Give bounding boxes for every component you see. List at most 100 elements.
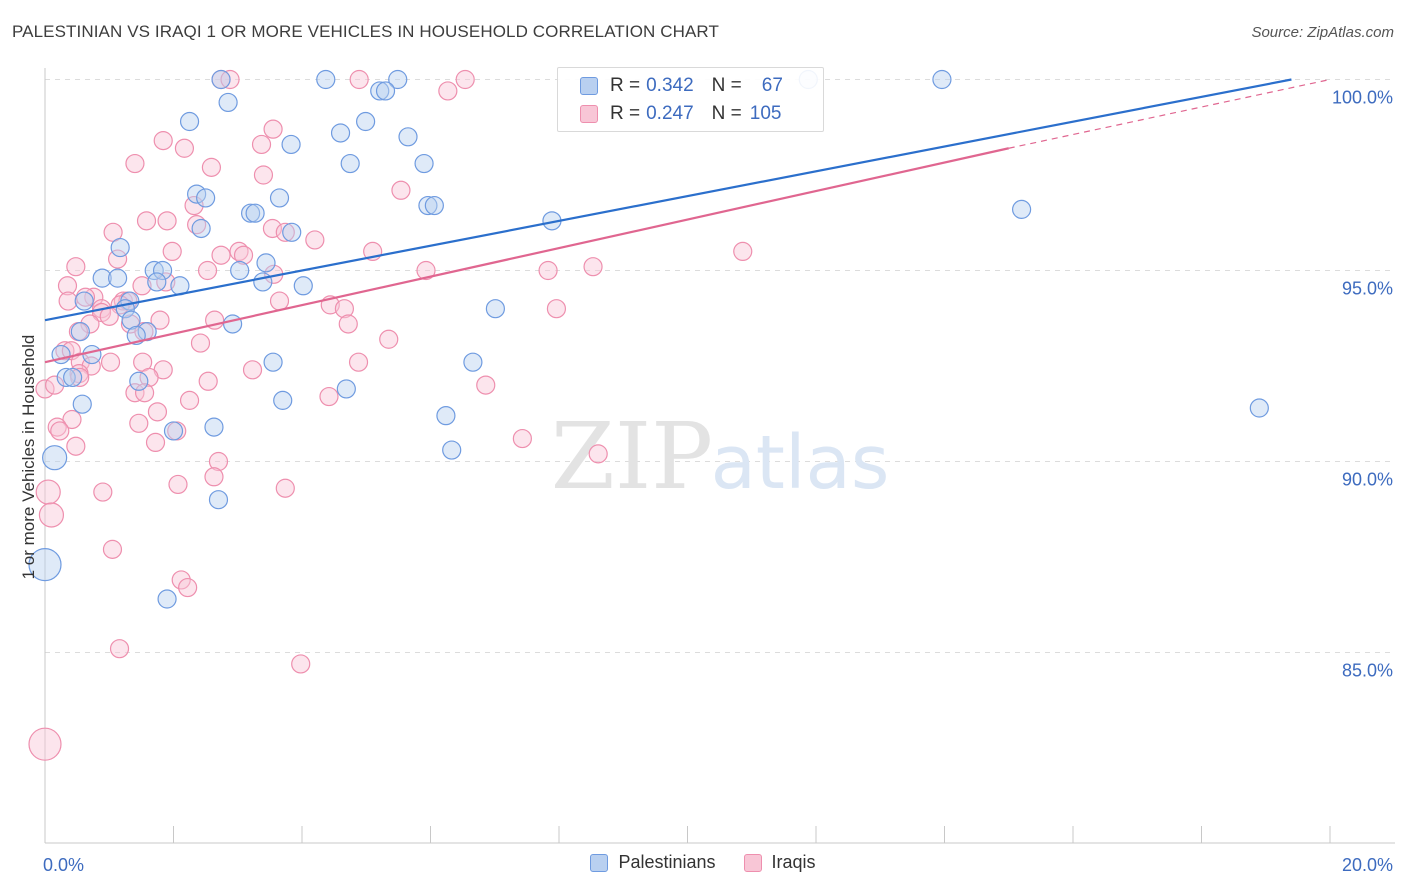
palestinians-point	[418, 195, 438, 216]
palestinians-point	[932, 69, 952, 90]
palestinians-point	[388, 69, 408, 90]
iraqis-point	[379, 329, 399, 349]
palestinians-point	[241, 203, 261, 223]
legend-item-palestinians[interactable]: Palestinians	[590, 852, 716, 873]
iraqis-point	[275, 222, 295, 242]
palestinians-point	[436, 406, 456, 426]
palestinians-point	[263, 352, 283, 372]
iraqis-point	[168, 474, 188, 495]
palestinians-point	[218, 92, 238, 113]
palestinians-point	[256, 253, 276, 273]
y-tick-label: 85.0%	[1342, 661, 1393, 681]
iraqis-point	[211, 245, 231, 265]
iraqis-point	[38, 502, 65, 528]
legend-row-iraqis: R = 0.247 N = 105	[580, 100, 787, 128]
iraqis-point	[178, 577, 198, 598]
palestinians-point	[253, 272, 273, 292]
iraqis-point	[153, 131, 173, 151]
iraqis-point	[145, 432, 166, 452]
palestinians-point	[211, 69, 231, 90]
legend-n-label: N =	[711, 103, 742, 124]
legend-row-palestinians: R = 0.342 N = 67	[580, 72, 789, 100]
y-tick-label: 95.0%	[1342, 279, 1393, 299]
chart-title: PALESTINIAN VS IRAQI 1 OR MORE VEHICLES …	[12, 22, 719, 41]
iraqis-point	[208, 451, 229, 472]
iraqis-point	[109, 639, 130, 659]
palestinians-point	[340, 153, 360, 174]
iraqis-point	[583, 257, 603, 277]
watermark-zip: ZIP	[551, 403, 713, 510]
iraqis-point	[35, 479, 61, 505]
palestinians-point	[245, 203, 265, 223]
iraqis-point	[251, 134, 272, 155]
iraqis-point	[349, 69, 369, 90]
legend-n-label: N =	[711, 75, 742, 96]
palestinians-point	[223, 314, 243, 334]
iraqis-point	[476, 375, 496, 395]
iraqis-point	[174, 138, 195, 158]
iraqis-point	[253, 165, 274, 185]
iraqis-point	[338, 314, 358, 334]
legend-item-iraqis[interactable]: Iraqis	[743, 852, 816, 873]
iraqis-point	[45, 375, 65, 395]
palestinians-point	[370, 81, 390, 101]
palestinians-point	[179, 111, 200, 132]
watermark-atlas: atlas	[711, 420, 890, 506]
x-tick-label: 20.0%	[1342, 855, 1393, 875]
iraqis-point	[733, 241, 753, 261]
palestinians-point	[56, 367, 76, 388]
iraqis-point	[55, 341, 75, 361]
palestinians-point	[230, 260, 250, 281]
legend-swatch-blue	[590, 853, 609, 872]
palestinians-point	[463, 352, 483, 372]
iraqis-point	[157, 211, 177, 231]
iraqis-point	[305, 230, 325, 250]
legend-r-label: R =	[610, 103, 641, 124]
iraqis-point	[70, 367, 90, 388]
iraqis-point	[438, 81, 458, 101]
palestinians-point	[42, 445, 68, 471]
iraqis-point	[102, 539, 123, 559]
palestinians-point	[110, 237, 130, 258]
y-tick-label: 100.0%	[1332, 88, 1393, 108]
palestinians-point	[356, 111, 376, 132]
iraqis-point	[334, 299, 355, 319]
y-axis-label: 1 or more Vehicles in Household	[19, 335, 38, 580]
iraqis-point	[66, 436, 86, 456]
iraqis-point	[275, 478, 295, 498]
series-legend: Palestinians Iraqis	[0, 852, 1406, 873]
iraqis-point	[197, 260, 218, 281]
palestinians-point	[147, 272, 167, 292]
iraqis-point	[162, 241, 182, 261]
legend-label-palestinians: Palestinians	[618, 852, 716, 872]
iraqis-point	[84, 287, 104, 307]
legend-swatch-pink	[580, 105, 598, 123]
palestinians-point	[108, 268, 128, 288]
iraqis-point	[93, 482, 113, 502]
correlation-legend: R = 0.342 N = 67 R = 0.247 N = 105	[557, 67, 824, 132]
palestinians-point	[144, 260, 164, 281]
trend-lines	[44, 78, 1331, 364]
palestinians-point	[282, 222, 302, 242]
palestinians-point	[375, 81, 396, 101]
iraqis-point	[129, 413, 149, 433]
iraqis-point	[150, 310, 170, 330]
legend-swatch-pink	[743, 853, 762, 872]
palestinians-point	[414, 153, 434, 174]
source-label: Source: ZipAtlas.com	[1251, 24, 1394, 41]
iraqis-point	[125, 153, 145, 174]
palestinians-point	[121, 310, 141, 330]
palestinians-point	[72, 394, 92, 414]
iraqis-point	[291, 654, 311, 674]
palestinians-point	[1011, 199, 1032, 219]
palestinians-point	[196, 188, 216, 208]
palestinians-point	[152, 260, 173, 281]
iraqis-point	[348, 352, 369, 372]
palestinians-point	[191, 218, 211, 239]
iraqis-point	[184, 195, 204, 216]
legend-r-label: R =	[610, 75, 641, 96]
iraqis-point	[108, 249, 128, 269]
palestinians-point	[63, 367, 83, 388]
palestinians-point	[163, 421, 184, 441]
